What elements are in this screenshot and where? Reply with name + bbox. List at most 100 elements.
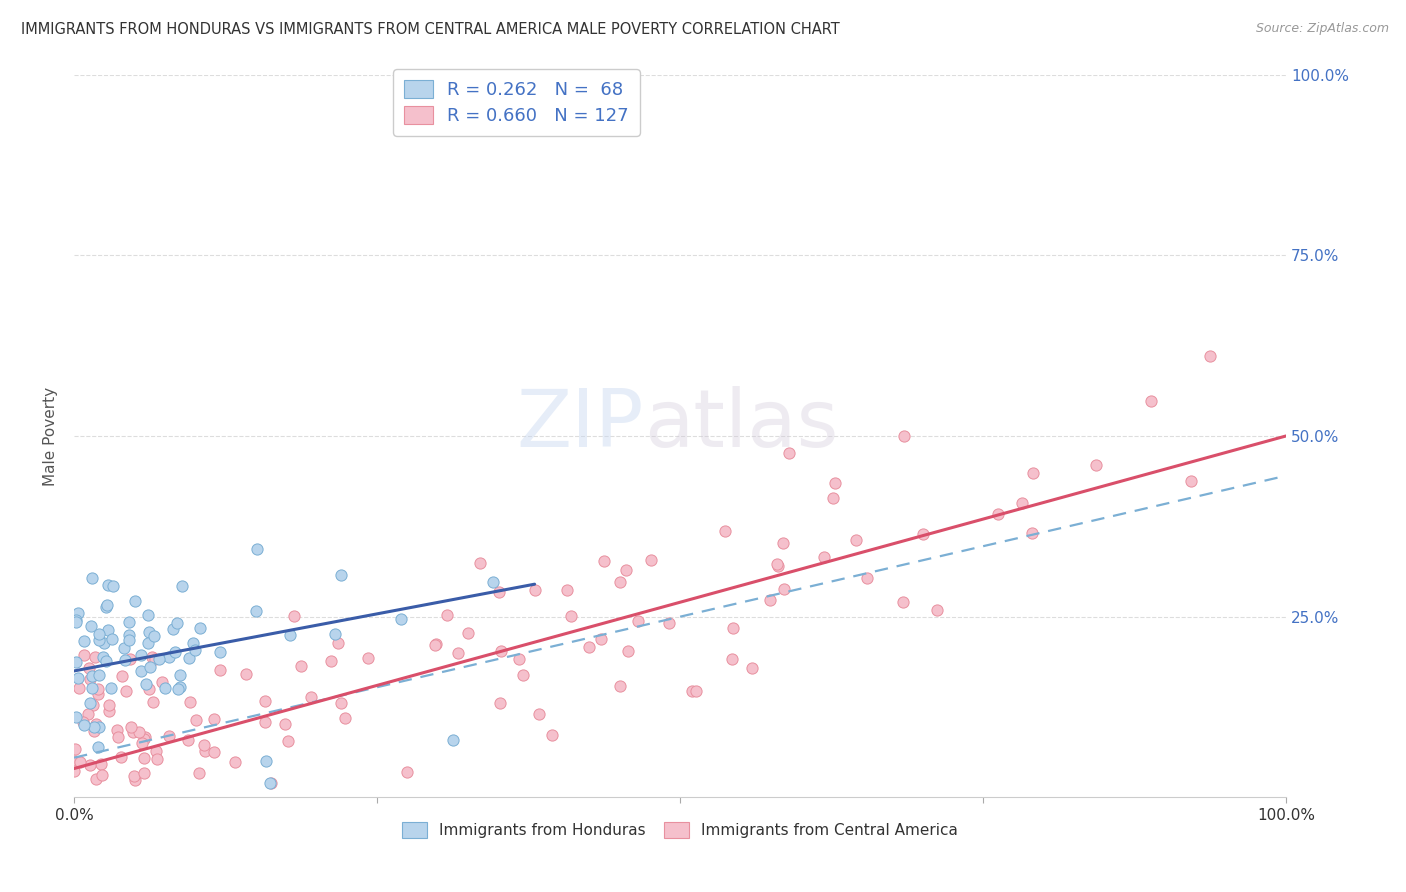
Point [84,772,107,786]
Point [67,681,90,695]
Point [356,651,378,665]
Point [765,557,787,571]
Point [72,718,94,732]
Point [766,558,789,573]
Point [114,683,136,698]
Point [90,768,112,782]
Point [681,684,703,698]
Point [87,739,110,754]
Point [134,731,156,746]
Point [329,697,352,711]
Point [224,755,246,769]
Point [540,728,562,742]
Point [186,713,208,727]
Point [111,669,134,683]
Point [592,553,614,567]
Point [323,627,346,641]
Point [79,758,101,772]
Point [893,594,915,608]
Point [100,681,122,695]
Point [177,651,200,665]
Point [609,574,631,589]
Text: ZIP: ZIP [516,386,644,464]
Point [254,754,277,768]
Point [555,582,578,597]
Point [524,582,547,597]
Point [142,695,165,709]
Point [179,695,201,709]
Point [120,652,142,666]
Legend: Immigrants from Honduras, Immigrants from Central America: Immigrants from Honduras, Immigrants fro… [396,816,963,844]
Point [138,625,160,640]
Point [129,648,152,662]
Point [319,654,342,668]
Point [63,755,86,769]
Point [813,549,835,564]
Point [329,568,352,582]
Point [714,524,737,538]
Point [723,622,745,636]
Point [193,738,215,752]
Point [169,668,191,682]
Point [134,730,156,744]
Point [1021,526,1043,541]
Point [1084,458,1107,473]
Point [135,676,157,690]
Point [617,644,640,658]
Point [162,622,184,636]
Point [145,744,167,758]
Point [245,604,267,618]
Point [142,629,165,643]
Point [96,598,118,612]
Point [66,755,89,769]
Point [208,645,231,659]
Point [395,765,418,780]
Point [1140,393,1163,408]
Point [134,751,156,765]
Point [169,680,191,694]
Point [254,694,277,708]
Point [423,638,446,652]
Point [235,666,257,681]
Point [855,571,877,585]
Point [741,661,763,675]
Point [512,667,534,681]
Point [143,652,166,666]
Point [97,578,120,592]
Point [184,643,207,657]
Point [188,621,211,635]
Point [425,637,447,651]
Point [91,650,114,665]
Point [87,682,110,697]
Point [333,711,356,725]
Point [489,644,512,658]
Point [89,632,111,647]
Point [578,640,600,654]
Point [759,593,782,607]
Point [772,536,794,550]
Point [73,648,96,662]
Point [508,652,530,666]
Point [97,624,120,638]
Point [93,636,115,650]
Point [101,632,124,646]
Point [150,675,173,690]
Point [202,745,225,759]
Point [97,698,120,713]
Point [84,717,107,731]
Point [194,744,217,758]
Point [110,749,132,764]
Point [246,541,269,556]
Point [72,634,94,648]
Point [131,736,153,750]
Point [124,594,146,608]
Point [436,607,458,622]
Point [132,765,155,780]
Point [141,650,163,665]
Point [447,646,470,660]
Text: Source: ZipAtlas.com: Source: ZipAtlas.com [1256,22,1389,36]
Point [658,616,681,631]
Point [87,688,110,702]
Point [79,672,101,686]
Point [76,707,98,722]
